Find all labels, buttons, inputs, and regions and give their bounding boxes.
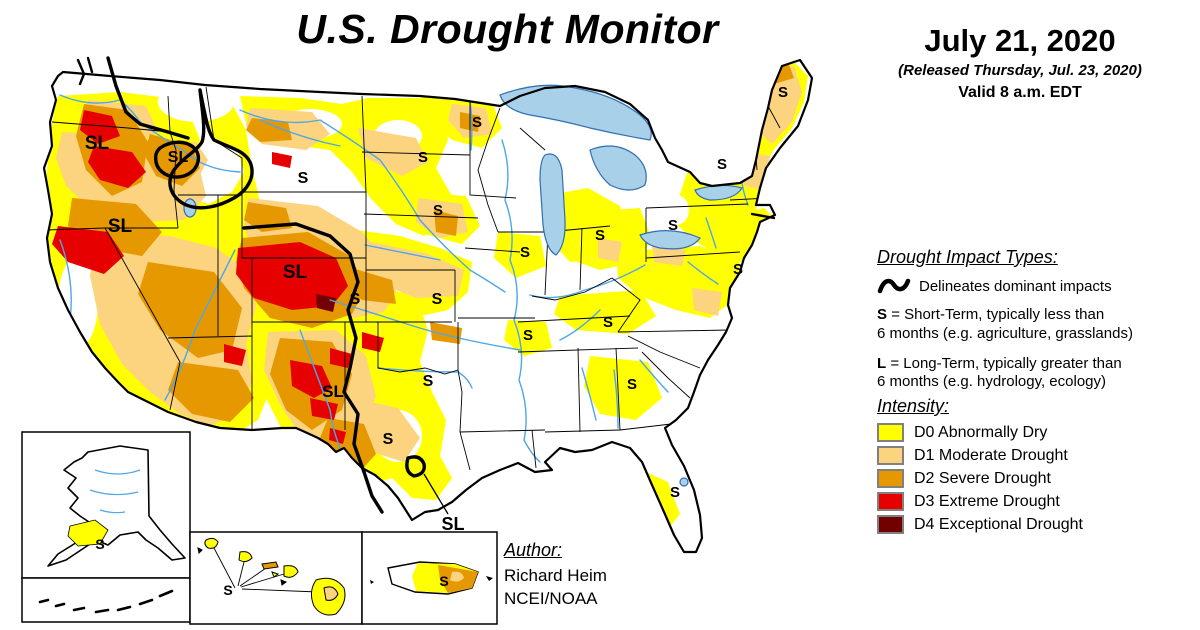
state-borders <box>45 86 781 471</box>
d4-label: D4 Exceptional Drought <box>914 515 1083 533</box>
d3-areas <box>52 110 384 444</box>
coast-details <box>76 56 776 220</box>
map-impact-label: SL <box>322 382 344 401</box>
page-title: U.S. Drought Monitor <box>296 6 719 52</box>
d3-swatch <box>877 492 904 511</box>
sl-leader-line <box>423 473 449 515</box>
intensity-heading: Intensity: <box>877 396 950 416</box>
d2-label: D2 Severe Drought <box>914 469 1051 487</box>
alaska-inset <box>21 431 191 623</box>
legend-row-d0: D0 Abnormally Dry <box>877 423 1195 442</box>
short-term-line2: 6 months (e.g. agriculture, grasslands) <box>877 324 1133 342</box>
map-impact-label: SL <box>85 133 110 154</box>
map-impact-label: S <box>520 244 530 261</box>
map-impact-label: S <box>298 170 309 187</box>
delineates-label: Delineates dominant impacts <box>919 277 1112 295</box>
intensity-legend: Intensity: D0 Abnormally Dry D1 Moderate… <box>877 396 1195 538</box>
map-impact-label: S <box>717 156 727 173</box>
map-impact-label: SL <box>283 262 308 283</box>
map-impact-label: S <box>439 573 448 589</box>
hawaii-islands <box>197 537 346 616</box>
long-term-line2: 6 months (e.g. hydrology, ecology) <box>877 373 1107 391</box>
valid-time: Valid 8 a.m. EDT <box>958 84 1082 102</box>
long-term-symbol: L <box>877 354 887 372</box>
date-block: July 21, 2020 (Released Thursday, Jul. 2… <box>862 23 1178 102</box>
puerto-rico-inset <box>361 531 498 625</box>
map-impact-label: S <box>472 114 482 131</box>
d4-areas <box>316 294 336 312</box>
drought-intensity-layer <box>46 60 808 534</box>
great-lakes <box>183 84 743 487</box>
conus-outline <box>42 58 814 554</box>
impact-labels: SL SL SL S SL S S SL S S SL S S S S S S S S S S S S S S S S <box>85 84 788 598</box>
map-impact-label: S <box>603 314 613 331</box>
map-impact-label: S <box>418 149 428 166</box>
delineation-squiggle-icon <box>877 278 911 294</box>
map-impact-label: S <box>432 291 443 308</box>
author-name: Richard Heim <box>504 566 607 585</box>
impact-types-heading: Drought Impact Types: <box>877 247 1058 267</box>
map-impact-label: S <box>668 217 678 234</box>
map-impact-label: S <box>383 431 394 448</box>
map-impact-label: SL <box>108 216 133 237</box>
author-heading: Author: <box>504 540 563 560</box>
d0-swatch <box>877 423 904 442</box>
map-impact-label: S <box>223 582 232 598</box>
map-impact-label: S <box>350 291 361 308</box>
short-term-definition: S = Short-Term, typically less than 6 mo… <box>877 306 1195 344</box>
legend-row-d1: D1 Moderate Drought <box>877 446 1195 465</box>
d1-swatch <box>877 446 904 465</box>
map-impact-label: SL <box>168 149 189 166</box>
d1-label: D1 Moderate Drought <box>914 446 1068 464</box>
map-impact-label: S <box>423 373 434 390</box>
author-org: NCEI/NOAA <box>504 588 598 608</box>
map-impact-label: S <box>433 202 443 219</box>
map-impact-label: S <box>778 84 788 101</box>
map-impact-label: S <box>95 536 104 552</box>
map-impact-label: S <box>733 261 743 278</box>
legend-row-d4: D4 Exceptional Drought <box>877 515 1195 534</box>
released-date: (Released Thursday, Jul. 23, 2020) <box>898 62 1142 80</box>
long-term-definition: L = Long-Term, typically greater than 6 … <box>877 355 1195 393</box>
rivers-layer <box>59 94 749 519</box>
d2-swatch <box>877 469 904 488</box>
d0-label: D0 Abnormally Dry <box>914 423 1048 441</box>
d3-label: D3 Extreme Drought <box>914 492 1060 510</box>
impact-types-panel: Drought Impact Types: Delineates dominan… <box>877 247 1195 403</box>
map-impact-label: SL <box>441 514 464 534</box>
d4-swatch <box>877 515 904 534</box>
impact-delineation-lines <box>106 56 426 514</box>
map-impact-label: S <box>523 327 533 344</box>
hawaii-inset <box>189 531 363 625</box>
map-impact-label: S <box>670 484 680 501</box>
aleutian-islands <box>38 589 174 614</box>
legend-row-d2: D2 Severe Drought <box>877 469 1195 488</box>
map-date: July 21, 2020 <box>924 23 1116 58</box>
hawaii-leader-lines <box>213 547 319 593</box>
map-impact-label: S <box>627 376 637 393</box>
long-term-line1: = Long-Term, typically greater than <box>890 354 1122 372</box>
short-term-line1: = Short-Term, typically less than <box>891 306 1105 323</box>
legend-row-d3: D3 Extreme Drought <box>877 492 1195 511</box>
map-impact-label: S <box>595 227 605 244</box>
author-block: Author: Richard Heim NCEI/NOAA <box>504 540 607 611</box>
short-term-symbol: S <box>877 306 888 323</box>
